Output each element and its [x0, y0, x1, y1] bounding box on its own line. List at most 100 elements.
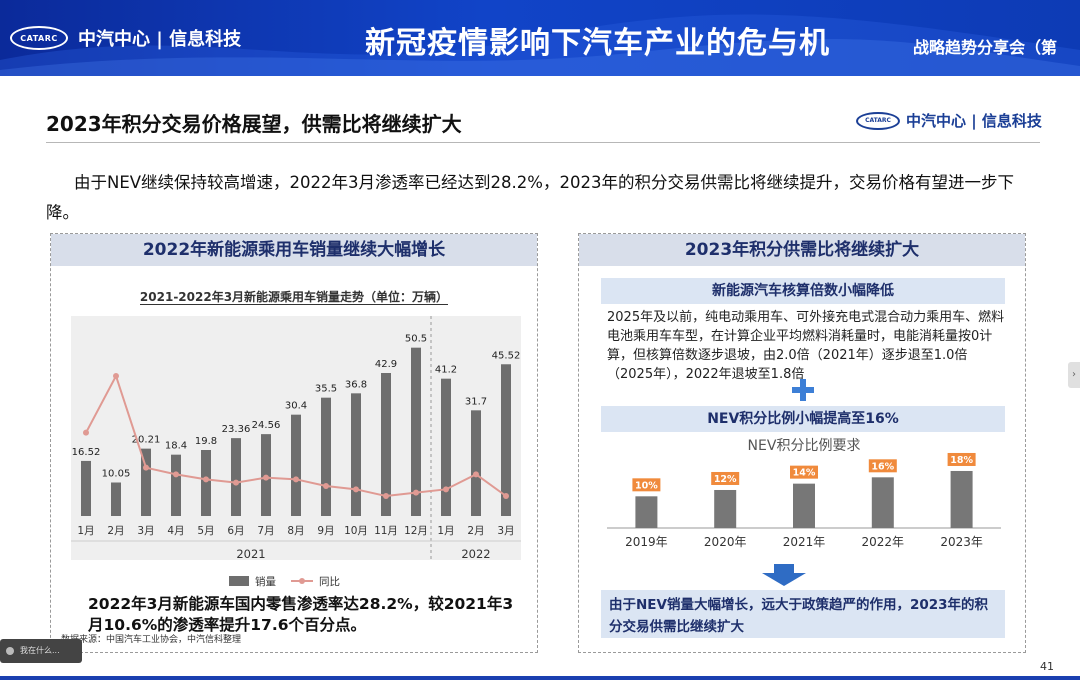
x-tick-label: 11月	[374, 525, 398, 537]
sales-value-label: 30.4	[285, 401, 307, 412]
nev-x-tick-label: 2023年	[940, 535, 983, 549]
nev-x-tick-label: 2020年	[704, 535, 747, 549]
header-logo: CATARC 中汽中心 | 信息科技	[856, 110, 1042, 131]
sales-value-label: 50.5	[405, 334, 427, 345]
nev-bar	[635, 496, 658, 528]
taskbar-text: 我在什么...	[20, 646, 60, 655]
sales-bar	[411, 347, 421, 516]
plus-icon	[792, 379, 814, 401]
banner-logo: CATARC 中汽中心 | 信息科技	[10, 20, 241, 56]
right-panel-heading: 2023年积分供需比将继续扩大	[579, 234, 1025, 266]
sales-value-label: 42.9	[375, 359, 397, 370]
bottom-rule	[0, 676, 1080, 680]
nev-ratio-chart: NEV积分比例要求 10% 2019年 12% 2020年 14% 2021年 16% 2022…	[607, 438, 1001, 549]
yoy-point	[383, 493, 389, 499]
banner-title: 新冠疫情影响下汽车产业的危与机	[365, 26, 830, 61]
x-tick-label: 6月	[227, 525, 244, 537]
x-tick-label: 3月	[137, 525, 154, 537]
sales-bar	[231, 438, 241, 516]
sales-bar	[81, 460, 91, 516]
year-label: 2021	[236, 547, 265, 561]
nev-value-label: 10%	[635, 480, 658, 491]
header-divider	[46, 142, 1040, 143]
page-number: 41	[1040, 660, 1054, 673]
sales-bar	[321, 397, 331, 516]
sales-bar	[171, 454, 181, 516]
sales-value-label: 45.52	[492, 350, 521, 361]
sales-bar	[441, 378, 451, 516]
nev-value-badge	[790, 465, 818, 479]
left-panel-note: 2022年3月新能源车国内零售渗透率达28.2%，较2021年3月10.6%的渗…	[88, 595, 514, 634]
down-arrow-icon	[762, 564, 806, 586]
nev-bar	[950, 470, 973, 528]
left-panel: 2022年新能源乘用车销量继续大幅增长 2021-2022年3月新能源乘用车销量…	[50, 233, 538, 653]
sales-value-label: 10.05	[102, 469, 131, 480]
yoy-point	[83, 429, 89, 436]
yoy-point	[203, 476, 209, 483]
nev-bar	[714, 489, 737, 528]
intro-paragraph: 由于NEV继续保持较高增速，2022年3月渗透率已经达到28.2%，2023年的…	[46, 173, 1014, 222]
sales-value-label: 18.4	[165, 441, 187, 452]
nev-value-badge	[868, 459, 897, 473]
nev-x-tick-label: 2021年	[783, 535, 826, 549]
right-panel: 2023年积分供需比将继续扩大 新能源汽车核算倍数小幅降低 2025年及以前，纯…	[578, 233, 1026, 653]
yoy-point	[143, 464, 149, 471]
sales-bar	[381, 373, 391, 516]
x-tick-label: 3月	[497, 525, 514, 537]
sales-value-label: 20.21	[132, 435, 161, 446]
yoy-point	[413, 489, 419, 496]
side-collapse-handle[interactable]: ›	[1068, 362, 1080, 388]
nev-value-badge	[632, 478, 661, 492]
left-panel-heading: 2022年新能源乘用车销量继续大幅增长	[51, 234, 537, 266]
sales-chart-title-wrap: 2021-2022年3月新能源乘用车销量走势（单位：万辆）	[51, 288, 537, 305]
yoy-point	[353, 486, 359, 493]
nev-value-badge	[711, 471, 740, 485]
sales-chart: 16.52 1月 10.05 2月 20.21 3月 18.4 4月 19.8 5月 23.36 6月…	[71, 316, 521, 588]
taskbar-preview[interactable]: 我在什么...	[0, 639, 82, 663]
sales-bar	[351, 393, 361, 516]
sales-value-label: 35.5	[315, 384, 337, 395]
nev-x-tick-label: 2019年	[625, 535, 668, 549]
x-tick-label: 4月	[167, 525, 184, 537]
x-tick-label: 2月	[467, 525, 484, 537]
data-source: 数据来源：中国汽车工业协会，中汽信科整理	[61, 635, 242, 645]
sales-bar	[111, 482, 121, 516]
yoy-point	[293, 476, 299, 483]
banner-logo-text: 中汽中心 | 信息科技	[78, 29, 242, 50]
sales-bar	[291, 414, 301, 516]
catarc-logo-icon: CATARC	[856, 111, 900, 130]
legend-bar-label: 销量	[255, 575, 276, 588]
sales-bar	[471, 410, 481, 516]
yoy-point	[473, 471, 479, 478]
sales-value-label: 19.8	[195, 436, 217, 447]
yoy-point	[503, 493, 509, 499]
yoy-point	[233, 479, 239, 486]
x-tick-label: 7月	[257, 525, 274, 537]
sales-value-label: 16.52	[72, 447, 101, 458]
sales-value-label: 36.8	[345, 379, 367, 390]
nev-value-badge	[947, 452, 976, 466]
subheading-nev-ratio: NEV积分比例小幅提高至16%	[601, 406, 1005, 432]
top-banner: CATARC 中汽中心 | 信息科技 新冠疫情影响下汽车产业的危与机 战略趋势分…	[0, 0, 1080, 76]
page-title: 2023年积分交易价格展望，供需比将继续扩大	[46, 112, 462, 136]
sales-chart-title: 2021-2022年3月新能源乘用车销量走势（单位：万辆）	[139, 290, 449, 305]
yoy-point	[263, 474, 269, 481]
x-tick-label: 1月	[437, 525, 454, 537]
x-tick-label: 9月	[317, 525, 334, 537]
legend-bar-swatch	[229, 576, 249, 586]
header-logo-text: 中汽中心 | 信息科技	[906, 112, 1042, 130]
yoy-point	[443, 486, 449, 493]
sales-value-label: 24.56	[252, 420, 281, 431]
nev-chart-title: NEV积分比例要求	[748, 438, 861, 454]
catarc-logo-icon: CATARC	[10, 26, 68, 50]
x-tick-label: 2月	[107, 525, 124, 537]
sales-bar	[201, 450, 211, 516]
sales-value-label: 41.2	[435, 365, 457, 376]
banner-subtitle: 战略趋势分享会（第	[913, 38, 1058, 57]
yoy-point	[323, 483, 329, 489]
yoy-point	[113, 373, 119, 379]
x-tick-label: 10月	[344, 525, 368, 537]
conclusion-box: 由于NEV销量大幅增长，远大于政策趋严的作用，2023年的积分交易供需比继续扩大	[601, 590, 1005, 638]
sales-bar	[501, 364, 511, 516]
x-tick-label: 1月	[77, 525, 94, 537]
